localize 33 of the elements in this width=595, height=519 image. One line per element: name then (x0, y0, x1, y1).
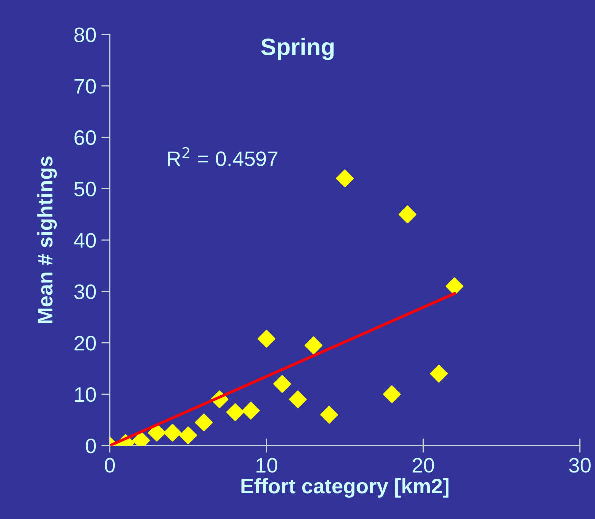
y-tick-label: 30 (74, 284, 96, 300)
point (164, 424, 182, 442)
y-tick-label: 40 (74, 233, 96, 248)
point (320, 406, 338, 424)
point (304, 336, 323, 355)
point (336, 170, 354, 188)
y-axis-title: Mean # sightings (38, 156, 58, 324)
x-tick-label: 20 (412, 458, 434, 473)
point (148, 424, 166, 442)
x-tick-label: 10 (256, 458, 278, 473)
point (289, 390, 308, 408)
y-tick-label: 10 (75, 387, 96, 402)
y-tick-label: 20 (74, 336, 96, 351)
chart-title: Spring (261, 38, 334, 60)
y-tick-label: 50 (74, 182, 96, 197)
x-axis-title: Effort category [km2] (242, 478, 449, 498)
annotation: R$^{2}$ = 0.4597 (168, 147, 278, 166)
point (258, 330, 276, 348)
y-tick-label: 0 (86, 438, 96, 454)
point (242, 402, 260, 420)
point (430, 364, 448, 383)
x-tick-label: 30 (569, 458, 591, 473)
point (180, 426, 198, 444)
point (446, 278, 464, 296)
point (226, 404, 244, 422)
y-tick-label: 70 (74, 79, 96, 94)
y-tick-label: 80 (74, 28, 96, 43)
point (274, 375, 292, 394)
y-tick-label: 60 (74, 130, 96, 146)
x-tick-label: 0 (105, 458, 116, 473)
point (195, 414, 213, 432)
point (398, 206, 417, 224)
point (383, 386, 402, 404)
